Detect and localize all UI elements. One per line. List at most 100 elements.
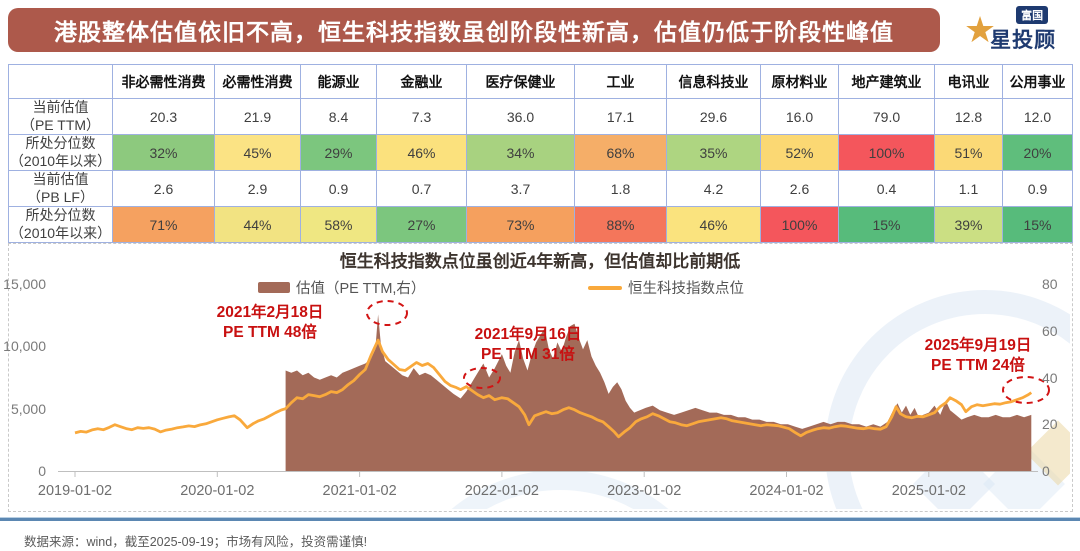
column-header: 公用事业 (1002, 64, 1073, 99)
chart-title: 恒生科技指数点位虽创近4年新高，但估值却比前期低 (339, 252, 741, 271)
logo-text: 富国 星投顾 (990, 6, 1056, 54)
percentile-cell: 100% (838, 134, 935, 171)
column-header: 能源业 (300, 64, 377, 99)
column-header: 非必需性消费 (112, 64, 215, 99)
column-header: 金融业 (376, 64, 467, 99)
table-row: 当前估值 （PE TTM） 20.3 21.9 8.4 7.3 36.0 17.1 29.6 1… (8, 98, 1073, 135)
table-row: 所处分位数 （2010年以来） 32% 45% 29% 46% 34% 68% 35% 52% 1… (8, 134, 1073, 171)
percentile-cell: 68% (574, 134, 667, 171)
data-source-note: 数据来源：wind，截至2025-09-19；市场有风险，投资需谨慎! (24, 535, 368, 549)
left-axis-tick: 0 (38, 463, 46, 479)
percentile-cell: 15% (1002, 206, 1073, 243)
value-cell: 0.7 (376, 170, 467, 207)
value-cell: 20.3 (112, 98, 215, 135)
row-label: 所处分位数 （2010年以来） (8, 134, 113, 171)
chart-annotation: 2021年2月18日 PE TTM 48倍 (216, 304, 324, 341)
value-cell: 2.6 (760, 170, 839, 207)
percentile-cell: 51% (934, 134, 1003, 171)
column-header: 信息科技业 (666, 64, 761, 99)
value-cell: 3.7 (466, 170, 575, 207)
value-cell: 29.6 (666, 98, 761, 135)
banner-title: 港股整体估值依旧不高，恒生科技指数虽创阶段性新高，估值仍低于阶段性峰值 (54, 19, 894, 45)
corner-cell (8, 64, 113, 99)
left-axis-tick: 15,000 (3, 276, 46, 292)
percentile-cell: 46% (666, 206, 761, 243)
percentile-cell: 29% (300, 134, 377, 171)
logo-badge: 富国 (1016, 6, 1049, 24)
right-axis-tick: 60 (1042, 322, 1058, 339)
value-cell: 2.9 (214, 170, 301, 207)
right-axis-tick: 40 (1042, 369, 1058, 386)
value-cell: 4.2 (666, 170, 761, 207)
legend-item-index: 恒生科技指数点位 (588, 277, 744, 298)
row-label: 当前估值 （PE TTM） (8, 98, 113, 135)
x-axis-tick: 2024-01-02 (749, 483, 824, 499)
value-cell: 16.0 (760, 98, 839, 135)
column-header: 必需性消费 (214, 64, 301, 99)
area-swatch-icon (258, 282, 290, 293)
value-cell: 21.9 (214, 98, 301, 135)
percentile-cell: 58% (300, 206, 377, 243)
value-cell: 1.1 (934, 170, 1003, 207)
percentile-cell: 45% (214, 134, 301, 171)
value-cell: 0.4 (838, 170, 935, 207)
right-axis-tick: 20 (1042, 416, 1058, 433)
legend-label-index: 恒生科技指数点位 (628, 281, 744, 297)
line-swatch-icon (588, 285, 622, 290)
value-cell: 17.1 (574, 98, 667, 135)
percentile-cell: 32% (112, 134, 215, 171)
title-banner: 港股整体估值依旧不高，恒生科技指数虽创阶段性新高，估值仍低于阶段性峰值 (8, 8, 940, 52)
value-cell: 12.0 (1002, 98, 1073, 135)
value-cell: 2.6 (112, 170, 215, 207)
percentile-cell: 44% (214, 206, 301, 243)
value-cell: 1.8 (574, 170, 667, 207)
row-label: 当前估值 （PB LF） (8, 170, 113, 207)
column-header: 医疗保健业 (466, 64, 575, 99)
percentile-cell: 27% (376, 206, 467, 243)
x-axis-tick: 2022-01-02 (464, 483, 539, 499)
value-cell: 0.9 (1002, 170, 1073, 207)
right-axis-tick: 0 (1042, 463, 1050, 479)
x-axis-tick: 2020-01-02 (180, 483, 255, 499)
column-header: 电讯业 (934, 64, 1003, 99)
percentile-cell: 100% (760, 206, 839, 243)
chart-annotation: 2021年9月16日 PE TTM 31倍 (474, 326, 582, 363)
x-axis-tick: 2025-01-02 (891, 483, 966, 499)
table-row: 当前估值 （PB LF） 2.6 2.9 0.9 0.7 3.7 1.8 4.2 2.6 0.4 1… (8, 170, 1073, 207)
percentile-cell: 88% (574, 206, 667, 243)
x-axis-tick: 2023-01-02 (607, 483, 682, 499)
table-row: 所处分位数 （2010年以来） 71% 44% 58% 27% 73% 88% 46% 100%… (8, 206, 1073, 243)
percentile-cell: 71% (112, 206, 215, 243)
row-label: 所处分位数 （2010年以来） (8, 206, 113, 243)
percentile-cell: 34% (466, 134, 575, 171)
column-header: 工业 (574, 64, 667, 99)
value-cell: 79.0 (838, 98, 935, 135)
percentile-cell: 52% (760, 134, 839, 171)
chart-annotation: 2025年9月19日 PE TTM 24倍 (924, 337, 1032, 374)
column-header: 原材料业 (760, 64, 839, 99)
star-icon: ★ (963, 9, 997, 50)
chart-legend: 估值（PE TTM,右） 恒生科技指数点位 (0, 277, 1080, 298)
legend-label-pe: 估值（PE TTM,右） (296, 281, 426, 297)
percentile-cell: 35% (666, 134, 761, 171)
footer-divider (0, 517, 1080, 521)
x-axis-tick: 2019-01-02 (37, 483, 113, 499)
value-cell: 0.9 (300, 170, 377, 207)
logo-name: 星投顾 (990, 29, 1057, 52)
value-cell: 36.0 (466, 98, 575, 135)
value-cell: 7.3 (376, 98, 467, 135)
legend-item-pe: 估值（PE TTM,右） (258, 277, 425, 298)
left-axis-tick: 5,000 (10, 400, 46, 417)
percentile-cell: 20% (1002, 134, 1073, 171)
percentile-cell: 46% (376, 134, 467, 171)
percentile-cell: 39% (934, 206, 1003, 243)
percentile-cell: 15% (838, 206, 935, 243)
column-header: 地产建筑业 (838, 64, 935, 99)
value-cell: 8.4 (300, 98, 377, 135)
x-axis-tick: 2021-01-02 (322, 483, 397, 499)
left-axis-tick: 10,000 (3, 338, 46, 355)
value-cell: 12.8 (934, 98, 1003, 135)
valuation-table: 非必需性消费 必需性消费 能源业 金融业 医疗保健业 工业 信息科技业 原材料业 地产建筑业 电讯… (8, 64, 1073, 243)
percentile-cell: 73% (466, 206, 575, 243)
